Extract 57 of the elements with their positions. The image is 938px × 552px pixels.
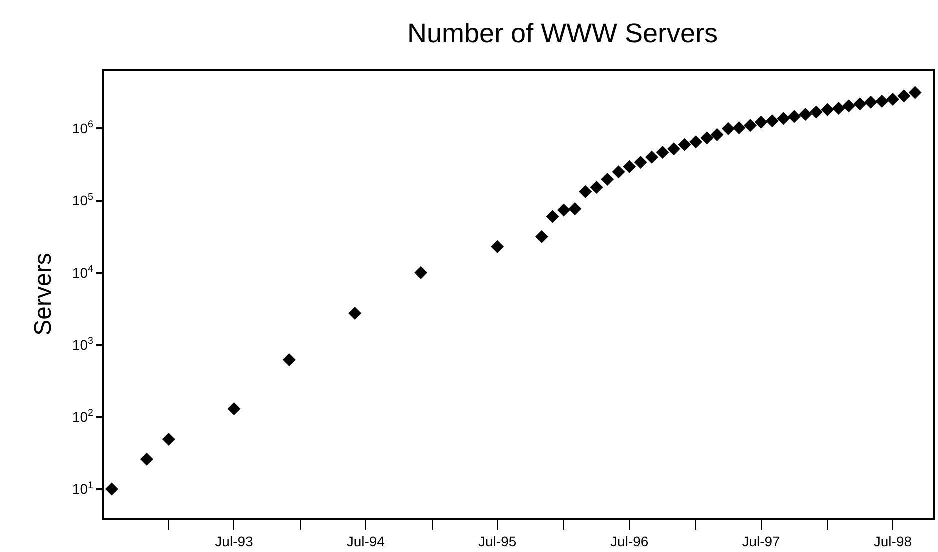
point (864, 96, 878, 109)
y-tick-label: 10$^{4}$ (72, 264, 94, 281)
point (634, 156, 648, 169)
point (842, 100, 856, 113)
point (732, 122, 746, 135)
point (162, 433, 176, 446)
y-tick-label: 10$^{6}$ (72, 120, 94, 137)
point (898, 90, 911, 103)
x-tick-label: Jul-93 (215, 534, 254, 550)
point (854, 98, 867, 111)
point (491, 240, 504, 254)
point (601, 173, 614, 186)
x-tick-label: Jul-95 (478, 534, 517, 550)
y-tick-label: 10$^{3}$ (72, 336, 94, 353)
point (832, 102, 846, 116)
point (777, 112, 790, 126)
point (810, 106, 823, 119)
point (557, 204, 570, 217)
point (590, 180, 604, 194)
point (348, 306, 362, 320)
point (645, 150, 658, 164)
point (886, 92, 900, 106)
point (282, 354, 296, 367)
point (876, 94, 889, 108)
point (821, 103, 834, 116)
point (754, 116, 768, 129)
point (623, 160, 636, 174)
point (568, 202, 582, 216)
x-tick-label: Jul-96 (610, 534, 649, 550)
point (667, 142, 680, 156)
y-tick-label: 10$^{1}$ (72, 480, 94, 498)
x-tick-label: Jul-98 (874, 534, 912, 550)
point (546, 210, 560, 224)
point (140, 452, 154, 466)
point (414, 266, 428, 280)
chart-title: Number of WWW Servers (408, 18, 718, 49)
x-tick-label: Jul-97 (742, 534, 781, 550)
point (612, 166, 626, 179)
point (722, 122, 735, 136)
point (908, 86, 922, 100)
point (656, 146, 670, 159)
point (700, 132, 714, 145)
point (228, 402, 241, 416)
y-axis-title: Servers (30, 253, 58, 336)
x-tick-label: Jul-94 (346, 534, 386, 550)
point (535, 230, 548, 244)
point (689, 136, 702, 149)
point (710, 128, 724, 142)
point (799, 108, 812, 122)
y-tick-label: 10$^{5}$ (72, 192, 94, 209)
point (766, 114, 779, 128)
point (678, 138, 692, 152)
point (744, 119, 757, 132)
point (788, 110, 801, 124)
point (105, 482, 118, 496)
y-tick-label: 10$^{2}$ (72, 408, 94, 426)
point (579, 185, 592, 198)
